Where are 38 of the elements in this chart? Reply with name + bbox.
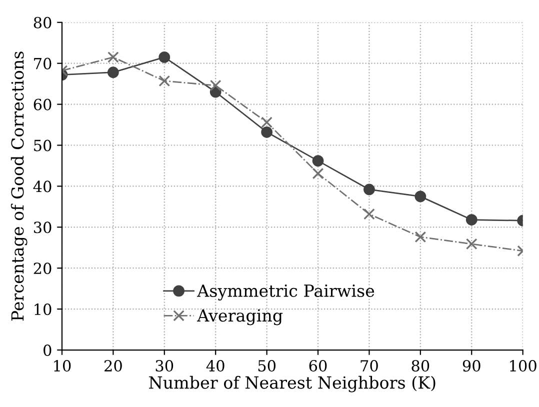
point — [466, 214, 478, 226]
x-tick-label: 100 — [510, 360, 536, 372]
point — [261, 126, 272, 138]
x-tick-label: 20 — [104, 360, 122, 372]
y-axis-title: Percentage of Good Corrections — [10, 52, 28, 321]
legend-label: Averaging — [197, 309, 283, 326]
point — [414, 231, 426, 243]
x-tick-label: 60 — [309, 360, 327, 372]
y-tick-label: 10 — [34, 304, 52, 316]
legend-label: Asymmetric Pairwise — [197, 284, 374, 300]
y-tick-label: 0 — [44, 344, 52, 356]
y-tick-label: 20 — [34, 262, 52, 274]
y-tick-label: 50 — [34, 140, 52, 152]
point — [312, 168, 324, 180]
point — [158, 52, 170, 63]
x-tick-label: 10 — [54, 360, 71, 372]
y-tick-label: 70 — [34, 58, 52, 70]
x-tick-label: 40 — [206, 360, 224, 372]
y-tick-label: 40 — [33, 180, 52, 192]
x-tick-label: 70 — [360, 360, 378, 372]
point — [364, 208, 375, 220]
point — [158, 75, 170, 87]
y-tick-label: 80 — [34, 16, 52, 28]
x-tick-label: 50 — [258, 360, 276, 372]
point — [210, 80, 222, 92]
point — [261, 116, 272, 128]
y-tick-label: 60 — [34, 98, 52, 110]
y-tick-label: 30 — [34, 222, 52, 234]
point — [414, 190, 426, 202]
point — [107, 52, 119, 63]
point — [364, 184, 375, 196]
x-tick-label: 90 — [462, 360, 480, 372]
point — [312, 155, 324, 167]
x-tick-label: 30 — [156, 360, 174, 372]
x-axis-title: Number of Nearest Neighbors (K) — [149, 376, 436, 392]
point — [107, 66, 119, 78]
point — [466, 238, 478, 250]
x-tick-label: 80 — [412, 360, 430, 372]
